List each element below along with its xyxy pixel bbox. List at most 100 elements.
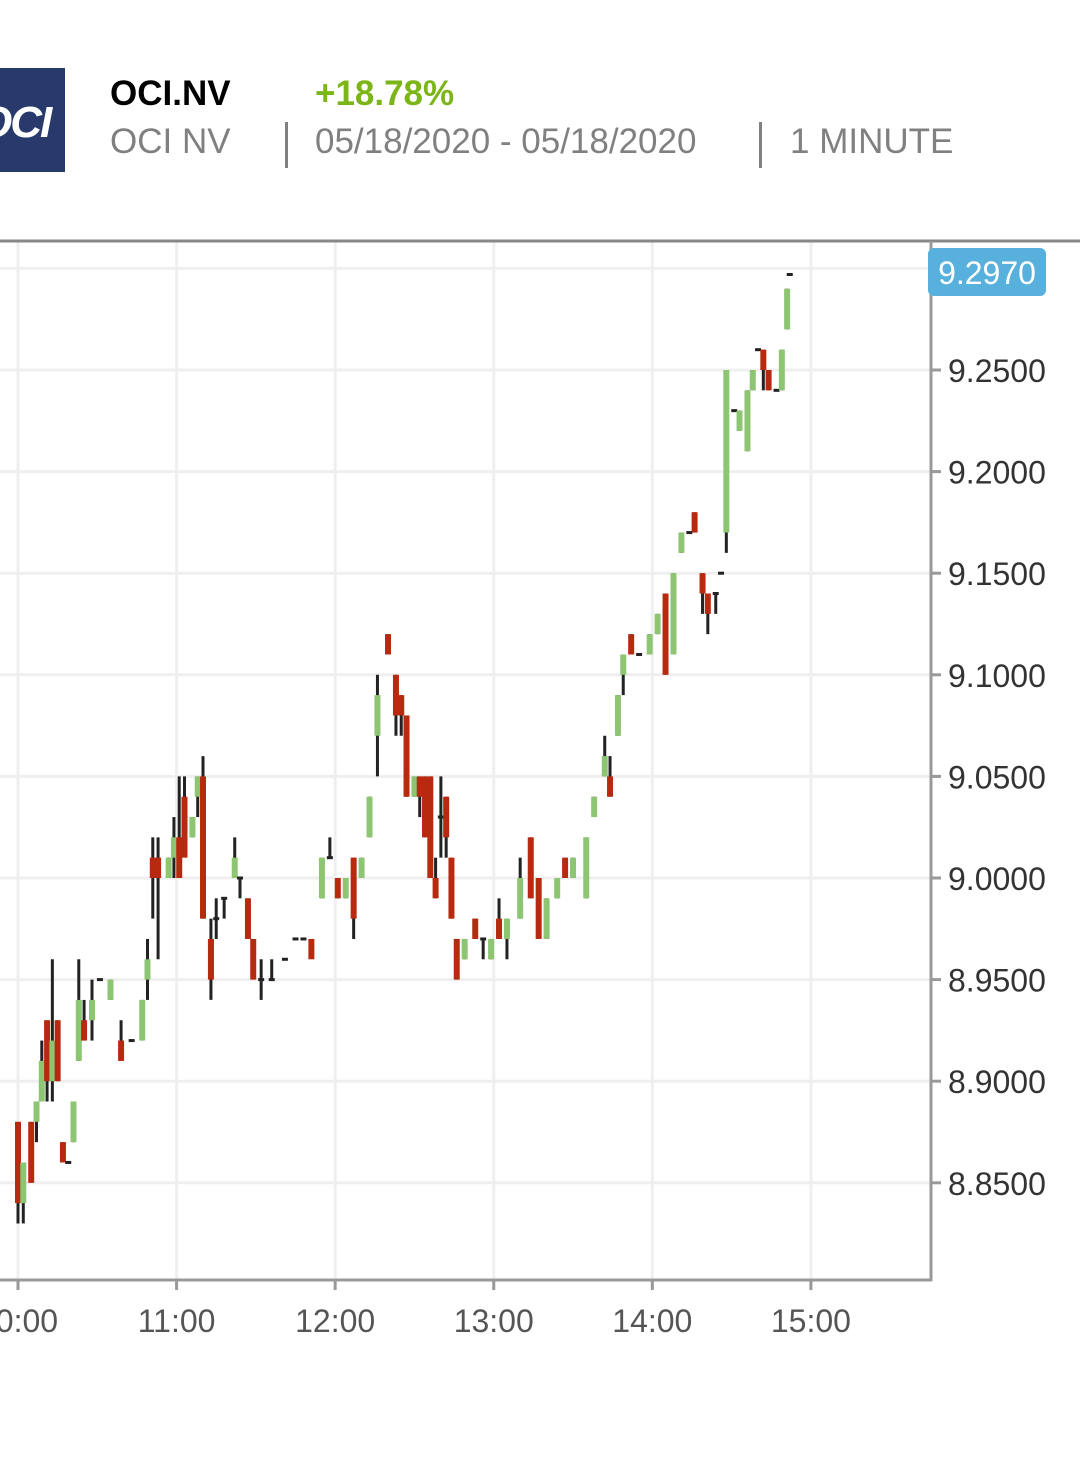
company-logo: OCI [0, 68, 65, 172]
company-name: OCI NV [110, 122, 231, 161]
candle-body [221, 896, 228, 900]
candle [139, 999, 146, 1041]
x-tick-label: 11:00 [138, 1303, 216, 1339]
candle [70, 1101, 77, 1143]
candle-body [281, 957, 288, 961]
candle-body [28, 1121, 35, 1183]
y-tick-label: 9.2500 [948, 353, 1046, 389]
candle-body [472, 918, 479, 939]
candle [773, 388, 780, 392]
candle-body [194, 776, 201, 797]
candle-body [213, 917, 220, 921]
candle-body [33, 1101, 40, 1122]
last-price-label: 9.2970 [928, 248, 1046, 296]
last-price-text: 9.2970 [938, 255, 1036, 291]
candle [44, 1020, 51, 1102]
candle-body [350, 857, 357, 919]
candle-body [654, 613, 661, 635]
candle [570, 857, 577, 878]
candle [59, 1142, 66, 1163]
candle [784, 288, 791, 330]
candle [398, 695, 405, 736]
candle [744, 390, 751, 452]
candle-body [607, 776, 614, 797]
candle [268, 959, 275, 982]
candles [15, 272, 793, 1224]
y-axis: 8.8500 8.9000 8.9500 9.0000 9.0500 9.1000 9.15… [931, 353, 1046, 1202]
candle [562, 857, 569, 878]
candle-body [778, 349, 785, 391]
candle-body [181, 796, 188, 858]
x-axis: 10:00 11:00 12:00 13:00 14:00 15:00 [0, 1280, 851, 1339]
candle-body [89, 999, 96, 1021]
candle [678, 532, 685, 553]
x-tick-label: 10:00 [0, 1303, 58, 1339]
candle-body [189, 817, 196, 838]
candle [778, 349, 785, 391]
candle-body [712, 592, 719, 596]
candle [258, 959, 265, 1000]
candle-body [678, 532, 685, 553]
candle [712, 592, 719, 614]
candle [503, 918, 510, 960]
candle [614, 695, 621, 736]
candle [96, 978, 103, 982]
candle-body [691, 512, 698, 533]
candle [517, 857, 524, 919]
candle-body [704, 593, 711, 614]
candle-body [583, 837, 590, 899]
candle [461, 938, 468, 960]
candle-body [773, 388, 780, 392]
last-price-badge [928, 248, 1046, 296]
candle-body [96, 978, 103, 982]
candle-body [614, 695, 621, 736]
candle-body [461, 938, 468, 960]
candle-body [601, 756, 608, 777]
divider [285, 122, 288, 168]
candle-body [554, 878, 561, 899]
candle [535, 878, 542, 939]
candle [28, 1121, 35, 1183]
candle [646, 634, 653, 655]
candle [437, 776, 444, 858]
candle-body [54, 1020, 61, 1082]
candle [244, 898, 251, 939]
candle [165, 857, 172, 878]
candle-body [70, 1101, 77, 1143]
candle-body [628, 634, 635, 655]
candle-body [662, 593, 669, 675]
candle-body [620, 654, 627, 675]
candle-body [765, 370, 772, 391]
candle-body [591, 796, 598, 818]
candle [620, 654, 627, 696]
candle [731, 409, 738, 413]
candle [308, 938, 315, 960]
candle-body [736, 410, 743, 431]
candle [704, 593, 711, 635]
candle-body [258, 978, 265, 982]
candle [591, 796, 598, 818]
candle [250, 938, 257, 980]
candle [554, 878, 561, 899]
candle [155, 837, 162, 960]
y-tick-label: 9.1000 [948, 658, 1046, 694]
y-tick-label: 9.0000 [948, 861, 1046, 897]
candle-body [744, 390, 751, 452]
candle-body [128, 1039, 135, 1043]
candle [20, 1162, 27, 1224]
candle-body [432, 878, 439, 899]
candle [385, 634, 392, 655]
candle-body [207, 938, 214, 980]
y-tick-label: 9.0500 [948, 759, 1046, 795]
candle [699, 573, 706, 614]
candle [33, 1101, 40, 1143]
candle-body [480, 937, 487, 941]
candle-body [292, 937, 299, 941]
candle [472, 918, 479, 939]
y-tick-label: 9.1500 [948, 556, 1046, 592]
candle [583, 837, 590, 899]
candle [170, 817, 177, 878]
candle-body [139, 999, 146, 1041]
candle-body [374, 695, 381, 736]
